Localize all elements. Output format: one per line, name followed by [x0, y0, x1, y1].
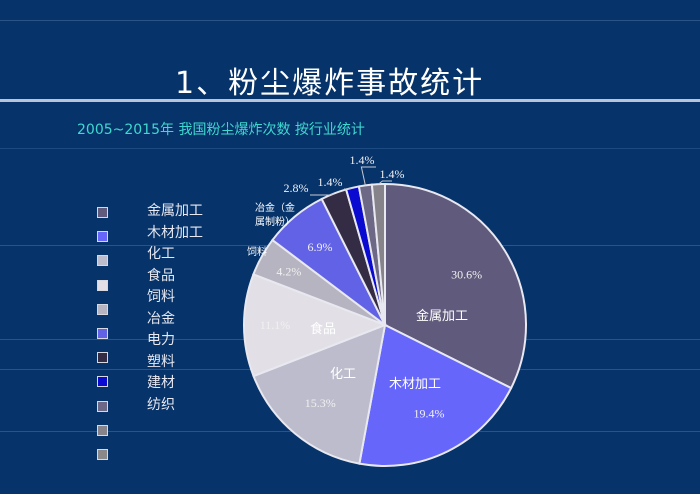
pct-label: 1.4%: [380, 167, 405, 181]
pct-label: 1.4%: [350, 153, 375, 167]
legend-label: 建材: [147, 375, 175, 391]
legend-swatch: [97, 400, 108, 412]
title-rule: [0, 99, 700, 102]
legend-swatch: [97, 328, 108, 339]
category-label: 冶金（金: [255, 201, 295, 214]
chart-title: 2005~2015年 我国粉尘爆炸次数 按行业统计: [77, 122, 365, 138]
legend-swatch: [97, 279, 108, 291]
leader-line: [378, 180, 392, 185]
pct-label: 4.2%: [276, 265, 301, 279]
legend-label: 饲料: [147, 289, 175, 305]
legend-swatch: [97, 424, 108, 436]
legend-swatch: [97, 231, 108, 243]
legend-swatch: [97, 449, 108, 460]
pct-label: 6.9%: [308, 240, 333, 254]
pie-slice: [252, 323, 387, 465]
pie-slice: [358, 323, 513, 467]
pct-label: 1.4%: [318, 175, 343, 189]
pct-label: 19.4%: [414, 406, 445, 420]
category-label: 化工: [330, 367, 356, 382]
category-label: 木材加工: [389, 377, 441, 392]
pct-label: 11.1%: [260, 318, 291, 332]
category-label: 饲料: [247, 245, 267, 258]
legend-swatch: [97, 207, 108, 218]
pie-slice: [243, 273, 388, 378]
pct-label: 2.8%: [284, 181, 309, 195]
legend-swatch: [97, 376, 108, 388]
legend-swatch: [97, 303, 108, 315]
legend-label: 化工: [147, 246, 175, 262]
legend-label: 塑料: [147, 353, 175, 370]
page-title: 1、粉尘爆炸事故统计: [175, 66, 485, 101]
pct-label: 15.3%: [305, 396, 336, 410]
legend-label: 木材加工: [147, 224, 203, 241]
leader-line: [360, 166, 376, 186]
legend-swatch: [97, 255, 108, 267]
legend-swatch: [97, 352, 108, 364]
leader-line: [310, 193, 334, 196]
pct-label: 30.6%: [451, 268, 482, 282]
legend-label: 冶金: [147, 310, 175, 327]
category-label: 食品: [310, 321, 336, 337]
pie-slice: [384, 182, 527, 390]
legend-label: 食品: [147, 267, 175, 284]
category-label: 金属加工: [416, 308, 468, 324]
legend-label: 金属加工: [147, 203, 203, 219]
legend-label: 纺织: [147, 396, 175, 413]
leader-line: [344, 187, 353, 190]
category-label: 属制粉）: [255, 215, 295, 228]
legend-label: 电力: [147, 332, 175, 348]
